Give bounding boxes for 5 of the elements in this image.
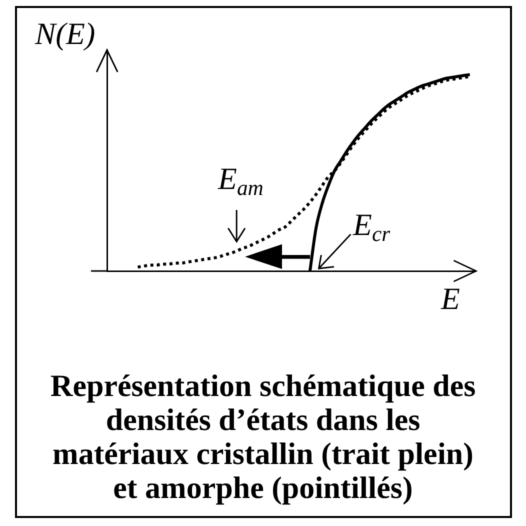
y-axis-title: N(E) (35, 16, 96, 51)
annotation: E$_{cr}$ (353, 207, 390, 246)
annotation: E$_{am}$ (218, 161, 264, 200)
text: Représentation schématique des densités d’états dans les matériaux cristallin (trait plein) et amorphe (pointillés) (49, 368, 477, 505)
x-axis-title: E (441, 281, 460, 316)
